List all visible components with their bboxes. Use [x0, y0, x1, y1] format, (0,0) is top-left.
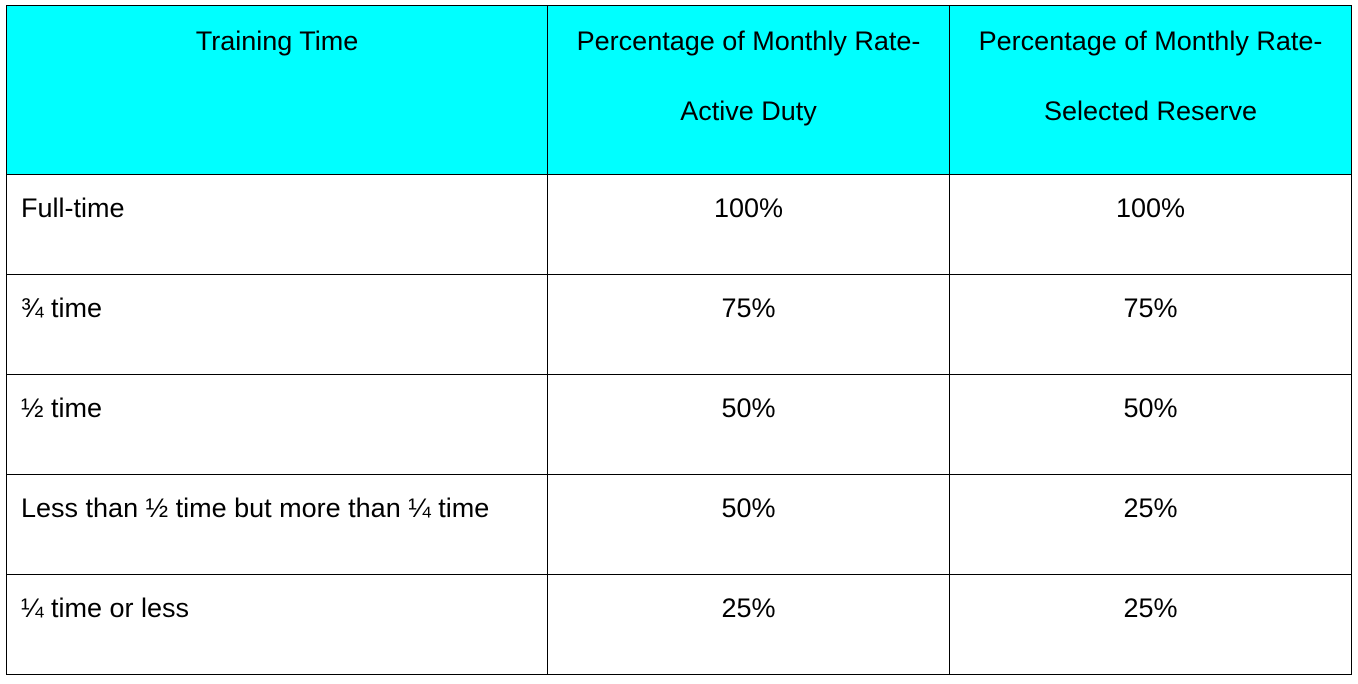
training-rate-table: Training Time Percentage of Monthly Rate…	[6, 5, 1352, 675]
table-row: Less than ½ time but more than ¼ time 50…	[6, 474, 1352, 575]
table-row: ½ time 50% 50%	[6, 374, 1352, 475]
header-active-duty: Percentage of Monthly Rate- Active Duty	[547, 5, 950, 175]
table-row: ¾ time 75% 75%	[6, 274, 1352, 375]
selected-reserve-cell: 100%	[949, 174, 1352, 275]
selected-reserve-cell: 25%	[949, 574, 1352, 675]
table-row: Full-time 100% 100%	[6, 174, 1352, 275]
header-selected-reserve: Percentage of Monthly Rate- Selected Res…	[949, 5, 1352, 175]
header-line: Training Time	[195, 26, 359, 56]
active-duty-cell: 50%	[547, 374, 950, 475]
training-time-cell: ¼ time or less	[6, 574, 548, 675]
training-time-cell: Full-time	[6, 174, 548, 275]
table-header-row: Training Time Percentage of Monthly Rate…	[6, 5, 1352, 175]
header-line: Selected Reserve	[1043, 96, 1258, 126]
table-row: ¼ time or less 25% 25%	[6, 574, 1352, 675]
header-line: Percentage of Monthly Rate-	[576, 26, 921, 56]
active-duty-cell: 75%	[547, 274, 950, 375]
training-time-cell: ¾ time	[6, 274, 548, 375]
active-duty-cell: 25%	[547, 574, 950, 675]
training-time-cell: Less than ½ time but more than ¼ time	[6, 474, 548, 575]
selected-reserve-cell: 75%	[949, 274, 1352, 375]
header-training-time: Training Time	[6, 5, 548, 175]
active-duty-cell: 50%	[547, 474, 950, 575]
selected-reserve-cell: 25%	[949, 474, 1352, 575]
selected-reserve-cell: 50%	[949, 374, 1352, 475]
training-time-cell: ½ time	[6, 374, 548, 475]
active-duty-cell: 100%	[547, 174, 950, 275]
header-line: Percentage of Monthly Rate-	[978, 26, 1323, 56]
header-line: Active Duty	[680, 96, 817, 126]
